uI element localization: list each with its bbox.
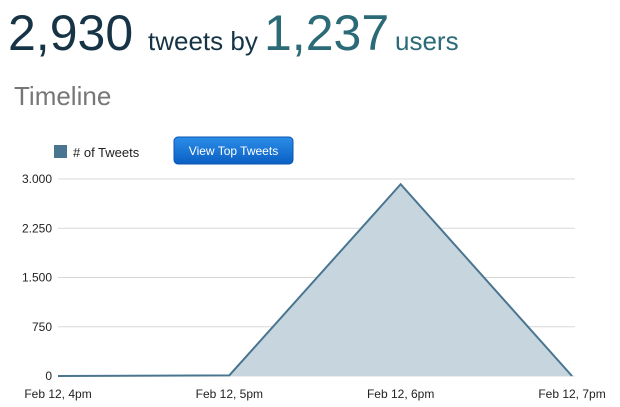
tweets-text: tweets by [148,26,258,56]
area-line [57,182,573,377]
y-tick-label: 750 [32,320,52,334]
x-tick-label: Feb 12, 6pm [367,387,434,401]
y-tick-label: 3.000 [22,172,52,186]
legend-label: # of Tweets [73,145,140,160]
y-tick-label: 1.500 [22,271,52,285]
x-tick-label: Feb 12, 7pm [538,387,605,401]
button-bg[interactable] [173,136,294,165]
y-tick-label: 2.250 [22,221,52,235]
x-tick-label: Feb 12, 4pm [24,387,91,401]
legend-swatch [54,145,67,158]
users-count: 1,237 [264,5,389,61]
tweets-count: 2,930 [8,5,133,61]
y-tick-label: 0 [45,369,52,383]
section-title: Timeline [14,81,111,111]
button-label[interactable]: View Top Tweets [189,144,278,158]
x-tick-label: Feb 12, 5pm [196,387,263,401]
users-text: users [395,26,459,56]
view-top-tweets-button[interactable]: View Top Tweets [173,136,294,165]
